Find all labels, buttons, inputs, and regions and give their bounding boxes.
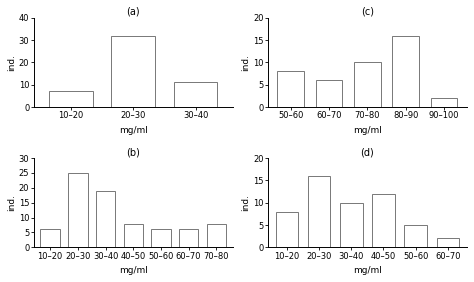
Bar (431, 98, 457, 107)
Bar (96, 191, 115, 247)
Bar (404, 225, 427, 247)
Title: (b): (b) (126, 147, 140, 157)
Y-axis label: ind.: ind. (7, 54, 16, 71)
X-axis label: mg/ml: mg/ml (353, 266, 382, 275)
Bar (151, 230, 171, 247)
Bar (340, 203, 363, 247)
Y-axis label: ind.: ind. (241, 54, 250, 71)
Bar (308, 176, 330, 247)
Bar (372, 194, 395, 247)
Bar (179, 230, 198, 247)
Bar (207, 224, 226, 247)
Bar (111, 36, 155, 107)
Title: (c): (c) (361, 7, 374, 17)
X-axis label: mg/ml: mg/ml (119, 266, 147, 275)
X-axis label: mg/ml: mg/ml (353, 126, 382, 135)
Y-axis label: ind.: ind. (7, 194, 16, 211)
Title: (d): (d) (361, 147, 374, 157)
Bar (173, 82, 217, 107)
Bar (437, 238, 459, 247)
Bar (276, 212, 298, 247)
Bar (277, 71, 304, 107)
Bar (40, 230, 60, 247)
Bar (392, 36, 419, 107)
Bar (49, 91, 93, 107)
Bar (124, 224, 143, 247)
Bar (316, 80, 342, 107)
Bar (68, 173, 88, 247)
Title: (a): (a) (127, 7, 140, 17)
Y-axis label: ind.: ind. (241, 194, 250, 211)
Bar (354, 62, 381, 107)
X-axis label: mg/ml: mg/ml (119, 126, 147, 135)
